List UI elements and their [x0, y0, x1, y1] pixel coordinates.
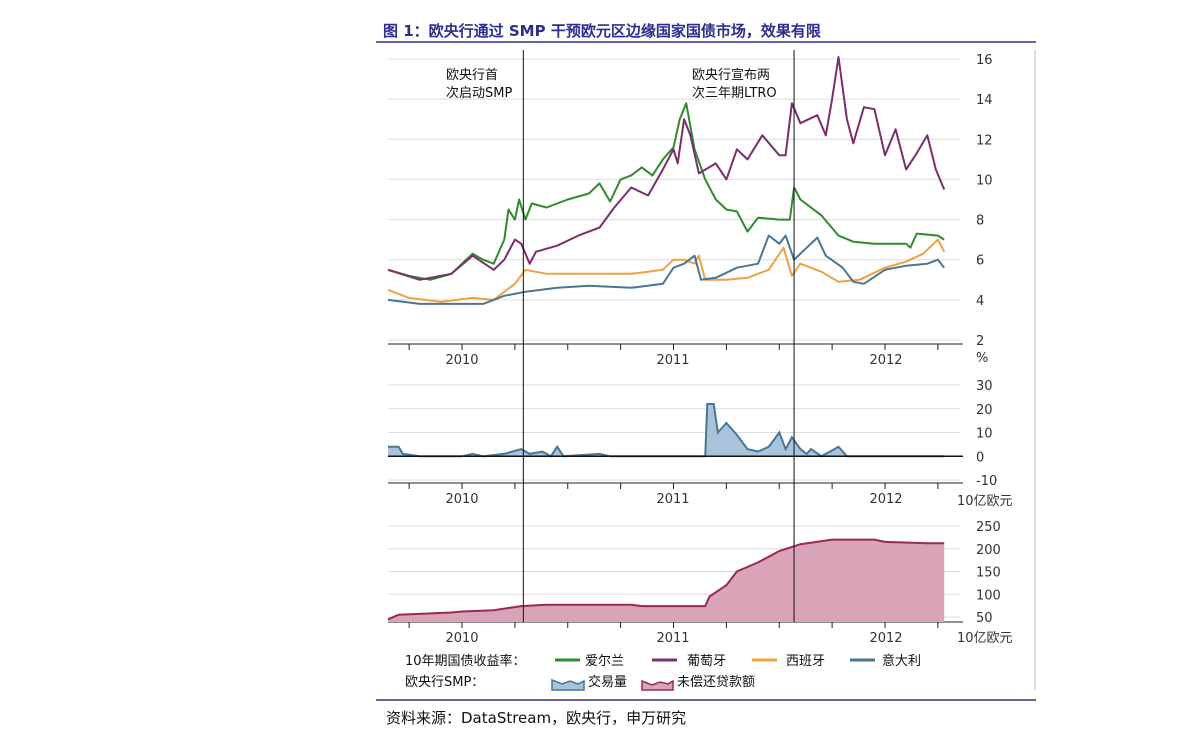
legend-smp-label: 欧央行SMP： [405, 675, 484, 690]
legend-swatch-outstanding [641, 679, 674, 691]
volume-y-tick-label: 30 [976, 379, 993, 394]
top-y-unit: % [976, 351, 988, 366]
outstanding-x-tick-label: 2011 [656, 631, 689, 646]
yield-y-tick-label: 10 [976, 173, 993, 188]
volume-x-tick-label: 2012 [869, 492, 902, 507]
series-line-spain [387, 238, 946, 303]
annotation-ltro-line2: 次三年期LTRO [692, 85, 777, 101]
legend-swatch-volume [551, 678, 585, 691]
yield-y-tick-label: 16 [976, 53, 993, 68]
yield-y-tick-label: 12 [976, 133, 993, 148]
figure-title: 图 1：欧央行通过 SMP 干预欧元区边缘国家国债市场，效果有限 [383, 22, 821, 40]
outstanding-y-tick-label: 150 [976, 566, 1001, 581]
legend-ireland: 爱尔兰 [585, 654, 624, 669]
outstanding-y-tick-label: 200 [976, 543, 1001, 558]
legend-portugal: 葡萄牙 [687, 654, 726, 669]
yield-y-tick-label: 6 [976, 254, 984, 269]
outstanding-x-tick-label: 2010 [445, 631, 478, 646]
series-line-outstanding [387, 538, 945, 621]
yield-y-tick-label: 8 [976, 214, 984, 229]
series-line-portugal [387, 56, 946, 281]
volume-x-tick-label: 2010 [445, 492, 478, 507]
series-line-italy [387, 234, 945, 305]
yield-y-tick-label: 2 [976, 334, 984, 349]
series-line-volume [388, 403, 945, 458]
legend-spain: 西班牙 [786, 654, 825, 669]
volume-y-tick-label: 10 [976, 427, 993, 442]
volume-y-tick-label: 0 [976, 450, 984, 465]
outstanding-y-tick-label: 250 [976, 520, 1001, 535]
legend-outstanding: 未偿还贷款额 [677, 675, 755, 690]
volume-y-tick-label: -10 [976, 474, 997, 489]
middle-y-unit: 10亿欧元 [957, 494, 1013, 509]
legend-italy: 意大利 [882, 653, 921, 669]
legend: 10年期国债收益率： 爱尔兰 葡萄牙 西班牙 意大利 欧央行SMP： 交易量 未… [405, 653, 921, 691]
yield-x-tick-label: 2010 [445, 353, 478, 368]
outstanding-y-tick-label: 50 [976, 611, 993, 626]
yield-y-tick-label: 14 [976, 93, 993, 108]
annotation-ltro-line1: 欧央行宣布两 [692, 67, 770, 83]
yield-x-tick-label: 2012 [869, 353, 902, 368]
series-area-volume [387, 404, 945, 457]
bottom-y-unit: 10亿欧元 [957, 631, 1013, 646]
series-line-ireland [387, 102, 945, 281]
annotation-smp-line1: 欧央行首 [446, 68, 498, 83]
outstanding-x-tick-label: 2012 [869, 631, 902, 646]
volume-y-tick-label: 20 [976, 403, 993, 418]
yield-y-tick-label: 4 [976, 294, 984, 309]
series-area-outstanding [387, 539, 945, 622]
annotation-smp: 欧央行首 次启动SMP [446, 68, 512, 101]
annotation-ltro: 欧央行宣布两 次三年期LTRO [692, 67, 777, 101]
annotation-smp-line2: 次启动SMP [446, 85, 512, 101]
yield-x-tick-label: 2011 [656, 353, 689, 368]
outstanding-y-tick-label: 100 [976, 588, 1001, 603]
volume-x-tick-label: 2011 [656, 492, 689, 507]
legend-volume: 交易量 [588, 674, 627, 690]
source-note: 资料来源：DataStream，欧央行，申万研究 [386, 709, 686, 727]
legend-yield-label: 10年期国债收益率： [405, 653, 526, 669]
